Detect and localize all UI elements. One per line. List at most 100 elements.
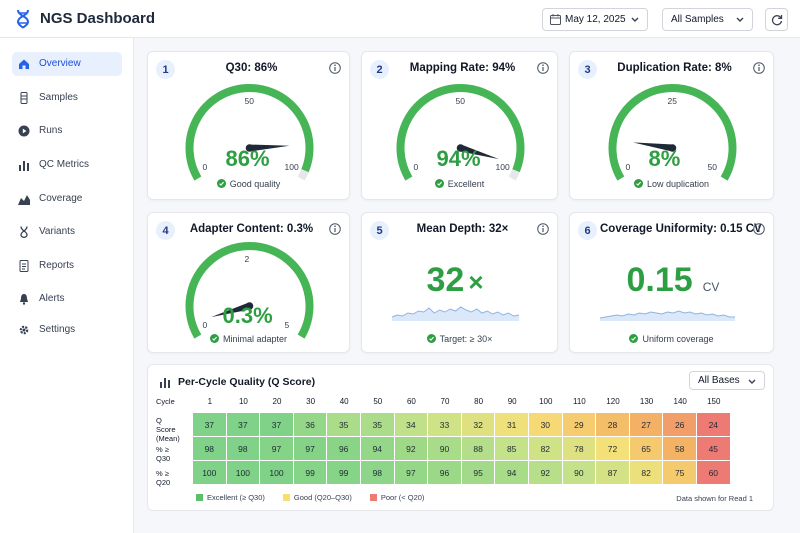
- sidebar-item-samples[interactable]: Samples: [12, 86, 122, 110]
- check-circle-icon: [426, 334, 436, 343]
- sidebar-item-alerts[interactable]: Alerts: [12, 287, 122, 311]
- heatmap-cell: 37: [260, 413, 294, 437]
- row-label-line1: % ≥ Q20: [156, 469, 171, 487]
- sidebar: Overview Samples Runs QC Metrics Coverage Var…: [0, 38, 134, 533]
- heatmap-cell: 35: [327, 413, 361, 437]
- heatmap-cell: 65: [629, 437, 664, 461]
- cycle-column-header: 140: [673, 397, 687, 406]
- sparkline-line: [391, 306, 520, 318]
- sidebar-item-qc-metrics[interactable]: QC Metrics: [12, 153, 122, 177]
- heatmap-cell: 96: [327, 437, 361, 461]
- chevron-down-icon: [736, 17, 744, 22]
- gear-icon: [19, 325, 29, 335]
- app-title: NGS Dashboard: [40, 10, 156, 27]
- gauge-hub: [245, 144, 254, 152]
- dna-logo-icon: [16, 9, 30, 29]
- document-icon: [19, 260, 29, 272]
- heatmap-cell: 100: [193, 461, 227, 485]
- info-icon[interactable]: [329, 223, 341, 235]
- sidebar-item-label: Variants: [39, 226, 75, 237]
- gauge-chart: [185, 242, 314, 339]
- metric-value: 86%: [225, 146, 270, 171]
- gauge-max-label: 5: [284, 319, 290, 330]
- heatmap-cell: 95: [461, 461, 496, 485]
- heatmap-cell: 90: [428, 437, 462, 461]
- card-number-badge: 1: [156, 60, 175, 79]
- legend-label: Excellent (≥ Q30): [207, 493, 265, 502]
- sparkline-chart: [391, 306, 520, 321]
- gauge-mid-label: 50: [244, 96, 254, 106]
- sidebar-item-label: Runs: [39, 125, 63, 136]
- date-picker[interactable]: May 12, 2025: [542, 8, 648, 31]
- metric-value: 0.15 CV: [627, 261, 720, 300]
- heatmap-cell: 88: [461, 437, 496, 461]
- row-label-line2: (Mean): [156, 434, 180, 443]
- heatmap-cell: 94: [495, 461, 529, 485]
- row-label: % ≥ Q30: [156, 445, 170, 463]
- gauge-min-label: 0: [202, 319, 208, 330]
- sidebar-item-label: Reports: [39, 260, 75, 271]
- bases-filter-select[interactable]: All Bases: [689, 371, 765, 390]
- legend-item: Excellent (≥ Q30): [196, 493, 265, 502]
- metric-value: 32 ×: [427, 261, 484, 300]
- metric-status-text: Target: ≥ 30×: [439, 334, 493, 344]
- sidebar-item-label: Settings: [39, 324, 76, 335]
- refresh-button[interactable]: [765, 8, 788, 31]
- heatmap-cell: 98: [361, 461, 395, 485]
- info-icon[interactable]: [537, 223, 549, 235]
- heatmap-cell: 29: [562, 413, 597, 437]
- heatmap-cell: 99: [293, 461, 328, 485]
- metric-status-text: Good quality: [229, 179, 281, 189]
- metric-status: Low duplication: [570, 179, 773, 189]
- quality-legend: Excellent (≥ Q30) Good (Q20–Q30) Poor (< Q…: [196, 493, 442, 502]
- info-icon[interactable]: [537, 62, 549, 74]
- cycle-column-header: 60: [406, 397, 416, 406]
- legend-swatch: [282, 494, 290, 501]
- metric-status-text: Excellent: [447, 179, 485, 189]
- bar-chart-icon: [19, 161, 29, 171]
- cycle-column-header: 130: [639, 397, 654, 406]
- row-label: Q Score (Mean): [156, 416, 180, 443]
- sample-filter-value: All Samples: [671, 14, 724, 25]
- sidebar-item-coverage[interactable]: Coverage: [12, 187, 122, 211]
- heatmap-cell: 82: [629, 461, 664, 485]
- heatmap-cell: 78: [562, 437, 597, 461]
- gauge-max-label: 100: [284, 161, 299, 172]
- gauge-fill: [185, 242, 314, 339]
- sidebar-item-overview[interactable]: Overview: [12, 52, 122, 76]
- gauge-mid-label: 25: [667, 96, 677, 106]
- card-number-badge: 4: [156, 221, 175, 240]
- heatmap-cell: 97: [260, 437, 294, 461]
- date-value: May 12, 2025: [565, 14, 626, 25]
- heatmap-cell: 75: [663, 461, 697, 485]
- sparkline-area: [392, 307, 519, 321]
- sidebar-item-runs[interactable]: Runs: [12, 119, 122, 143]
- gauge-chart: [608, 84, 737, 181]
- heatmap-cell: 99: [327, 461, 361, 485]
- metric-card-3: 3 Duplication Rate: 8% 0 25 50 8% Low duplicat…: [569, 51, 774, 200]
- sidebar-item-reports[interactable]: Reports: [12, 254, 122, 278]
- cycle-column-header: 100: [539, 397, 553, 406]
- heatmap-cell: 94: [361, 437, 395, 461]
- info-icon[interactable]: [753, 223, 765, 235]
- metric-card-2: 2 Mapping Rate: 94% 0 50 100 94% Excellent: [361, 51, 558, 200]
- heatmap-cell: 92: [529, 461, 563, 485]
- cycle-column-header: 70: [440, 397, 450, 406]
- heatmap-cell: 33: [428, 413, 462, 437]
- heatmap-cell: 82: [529, 437, 563, 461]
- gauge-needle: [249, 144, 290, 152]
- heatmap-cell: 32: [461, 413, 496, 437]
- sidebar-item-variants[interactable]: Variants: [12, 220, 122, 244]
- per-cycle-quality-card: Per-Cycle Quality (Q Score) All Bases Cy…: [147, 364, 774, 511]
- heatmap-cell: 36: [293, 413, 328, 437]
- cycle-column-header: 30: [306, 397, 316, 406]
- sample-filter-select[interactable]: All Samples: [662, 8, 753, 31]
- metric-status: Good quality: [148, 179, 349, 189]
- bar-chart-icon: [160, 378, 170, 388]
- info-icon[interactable]: [329, 62, 341, 74]
- check-circle-icon: [633, 179, 643, 188]
- cycle-column-header: 10: [238, 397, 248, 406]
- heatmap-cell: 45: [697, 437, 731, 461]
- sidebar-item-settings[interactable]: Settings: [12, 318, 122, 342]
- info-icon[interactable]: [753, 62, 765, 74]
